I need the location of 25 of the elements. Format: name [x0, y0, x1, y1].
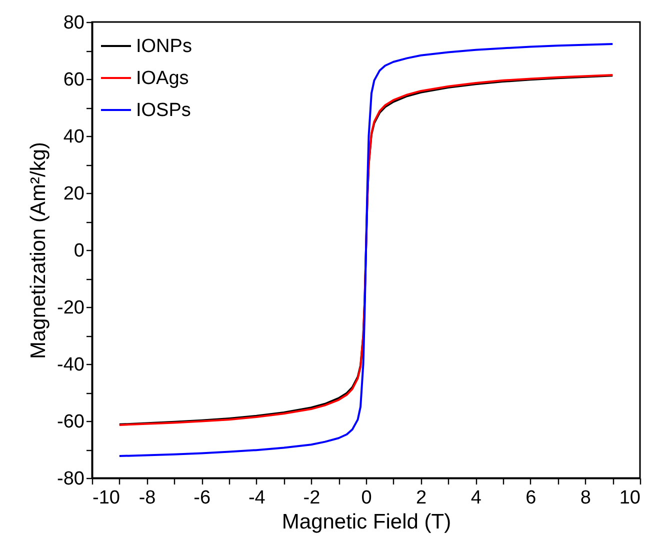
y-axis-title: Magnetization (Am²/kg) — [27, 142, 50, 360]
legend-label: IOAgs — [136, 68, 189, 89]
x-tick-label: -10 — [92, 488, 120, 508]
x-tick-label: -4 — [248, 488, 266, 508]
x-tick-label: 0 — [361, 488, 372, 508]
legend-label: IOSPs — [136, 100, 191, 121]
y-tick-label: -20 — [57, 298, 84, 318]
y-tick-label: 20 — [63, 184, 84, 204]
y-tick-label: -60 — [57, 412, 84, 432]
x-tick-label: 10 — [619, 488, 640, 508]
y-tick-label: 60 — [63, 70, 84, 90]
legend-label: IONPs — [136, 36, 192, 57]
y-tick-label: 0 — [74, 240, 84, 262]
x-tick-label: 6 — [526, 488, 536, 508]
x-tick-label: 4 — [470, 488, 482, 508]
y-tick-label: -40 — [57, 354, 84, 376]
y-tick-label: 40 — [63, 126, 84, 148]
x-tick-label: 8 — [580, 488, 591, 508]
x-axis-title: Magnetic Field (T) — [282, 510, 452, 534]
x-tick-label: 2 — [416, 488, 427, 508]
y-tick-label: -80 — [57, 468, 84, 490]
x-tick-label: -2 — [303, 488, 320, 508]
y-tick-label: 80 — [63, 12, 84, 34]
x-tick-label: -6 — [194, 488, 211, 508]
x-tick-label: -8 — [138, 488, 156, 508]
